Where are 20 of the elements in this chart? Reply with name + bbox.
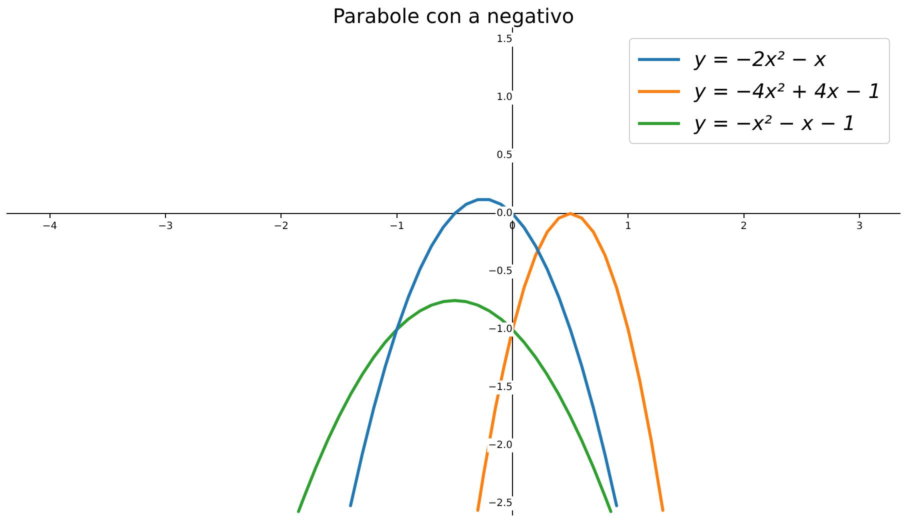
x-tick-label: 3 bbox=[856, 221, 863, 232]
y-tick-label: 1.5 bbox=[496, 34, 512, 46]
legend-label: y = −x² − x − 1 bbox=[694, 111, 856, 135]
x-tick-label: −1 bbox=[389, 221, 404, 232]
x-tick-label: −2 bbox=[274, 221, 289, 232]
y-tick-label: 0.5 bbox=[496, 150, 512, 162]
chart-title: Parabole con a negativo bbox=[332, 4, 576, 28]
y-tick-label: −1.5 bbox=[488, 382, 512, 394]
x-tick-label: 2 bbox=[740, 221, 748, 232]
y-tick-label: −2.5 bbox=[488, 498, 512, 509]
y-tick-label: −0.5 bbox=[488, 266, 512, 278]
x-tick-label: 1 bbox=[624, 221, 632, 232]
y-tick-label: −2.0 bbox=[488, 440, 512, 452]
legend-label: y = −2x² − x bbox=[694, 47, 826, 71]
x-tick-label: −3 bbox=[158, 221, 173, 232]
y-tick-label: 1.0 bbox=[496, 92, 512, 104]
y-tick-label: −1.0 bbox=[488, 324, 512, 336]
legend-label: y = −4x² + 4x − 1 bbox=[694, 79, 881, 103]
x-tick-label: −4 bbox=[42, 221, 58, 232]
y-tick-label: 0.0 bbox=[496, 208, 512, 220]
